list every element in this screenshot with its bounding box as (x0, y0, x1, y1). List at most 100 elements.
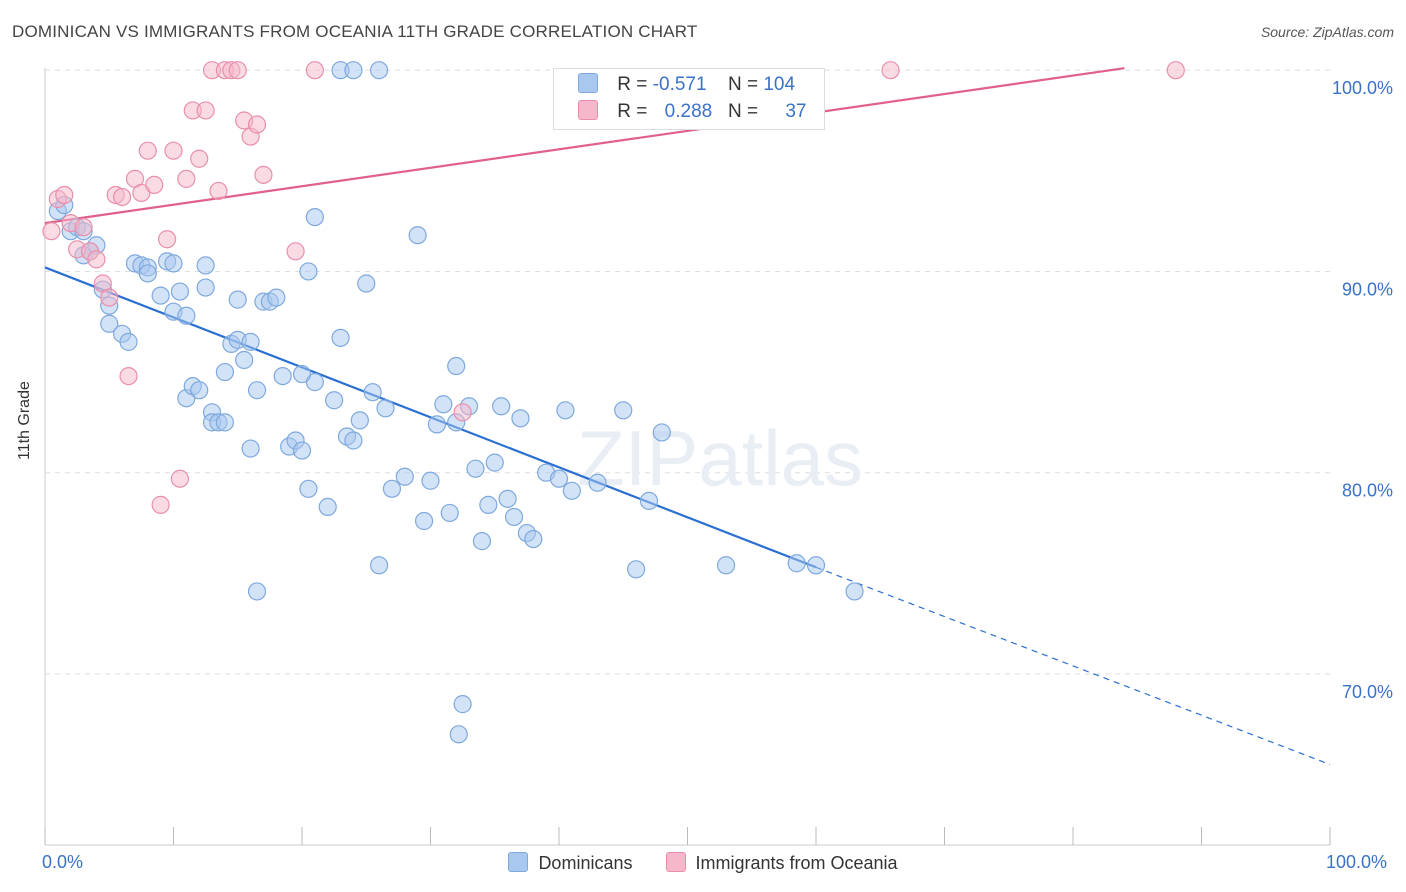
trend-line-extension-0 (815, 566, 1331, 766)
data-point-dominicans (215, 413, 234, 432)
data-point-oceania (55, 185, 74, 205)
data-point-dominicans (498, 489, 517, 508)
data-point-dominicans (588, 473, 607, 492)
data-point-oceania (247, 115, 267, 134)
grid-lines (45, 69, 1330, 675)
axes (44, 68, 1331, 846)
data-point-dominicans (472, 532, 491, 551)
data-point-dominicans (414, 511, 434, 531)
data-point-oceania (151, 495, 170, 514)
data-point-oceania (254, 165, 273, 184)
data-point-dominicans (434, 395, 453, 414)
y-tick-label: 100.0% (1332, 78, 1393, 98)
data-point-dominicans (196, 256, 215, 275)
data-point-dominicans (427, 415, 447, 434)
r-value: 0.288 (664, 101, 713, 122)
data-point-dominicans (511, 409, 530, 428)
data-point-oceania (286, 242, 305, 261)
data-point-oceania (138, 141, 157, 160)
data-point-oceania (190, 149, 209, 168)
data-point-dominicans (215, 362, 234, 382)
data-point-dominicans (652, 423, 671, 442)
data-point-dominicans (639, 491, 659, 510)
data-point-oceania (881, 61, 900, 80)
data-point-dominicans (164, 254, 183, 273)
n-label: N = (727, 74, 759, 95)
data-point-dominicans (196, 278, 215, 297)
data-point-dominicans (241, 439, 260, 458)
data-point-oceania (42, 222, 61, 241)
data-point-dominicans (235, 350, 254, 370)
data-point-dominicans (119, 332, 138, 351)
data-point-oceania (132, 183, 151, 203)
data-point-dominicans (626, 560, 646, 579)
data-point-dominicans (370, 61, 389, 80)
data-point-dominicans (408, 226, 427, 245)
dominicans-swatch (578, 73, 598, 93)
data-point-oceania (119, 366, 138, 386)
data-point-dominicans (100, 314, 119, 333)
data-point-dominicans (479, 495, 498, 514)
data-point-dominicans (395, 467, 414, 486)
x-tick-label-max: 100.0% (1326, 852, 1388, 872)
data-point-oceania (112, 187, 132, 207)
stats-row-oceania: R = 0.288 N = 37 (578, 100, 806, 126)
oceania-swatch (578, 100, 598, 120)
data-point-oceania (453, 403, 472, 422)
y-tick-label: 90.0% (1342, 279, 1393, 299)
data-point-dominicans (190, 381, 209, 400)
data-point-dominicans (562, 481, 581, 500)
data-point-oceania (74, 218, 93, 237)
data-point-dominicans (318, 497, 337, 516)
data-point-dominicans (370, 556, 389, 575)
data-points (42, 61, 1185, 744)
data-point-dominicans (556, 401, 575, 420)
data-point-dominicans (382, 479, 402, 498)
series-legend: Dominicans Immigrants from Oceania (0, 852, 1406, 874)
data-point-dominicans (299, 479, 318, 498)
data-point-dominicans (305, 373, 324, 392)
data-point-oceania (157, 230, 177, 249)
data-point-dominicans (549, 469, 569, 488)
data-point-dominicans (716, 556, 736, 575)
r-label: R = (617, 101, 648, 122)
data-point-dominicans (466, 459, 485, 478)
data-point-dominicans (440, 503, 459, 523)
legend-item-dominicans[interactable]: Dominicans (508, 852, 632, 874)
data-point-oceania (305, 61, 324, 80)
data-point-dominicans (138, 264, 157, 283)
data-point-dominicans (363, 383, 382, 402)
legend-swatch-dominicans (508, 852, 529, 872)
data-point-dominicans (247, 381, 267, 400)
data-point-oceania (177, 169, 196, 188)
legend-label-oceania: Immigrants from Oceania (695, 853, 898, 873)
data-point-dominicans (247, 582, 267, 601)
data-point-oceania (170, 469, 190, 488)
data-point-oceania (100, 288, 119, 307)
data-point-dominicans (292, 364, 312, 384)
data-point-dominicans (357, 274, 376, 293)
data-point-dominicans (273, 366, 292, 386)
data-point-oceania (196, 101, 215, 120)
n-value: 37 (785, 101, 807, 122)
n-value: 104 (763, 74, 796, 95)
data-point-dominicans (504, 507, 524, 527)
y-tick-label: 70.0% (1342, 682, 1393, 702)
data-point-oceania (164, 141, 183, 160)
data-point-dominicans (344, 431, 363, 450)
data-point-oceania (209, 181, 228, 201)
data-point-oceania (145, 175, 164, 194)
data-point-dominicans (449, 725, 468, 744)
data-point-dominicans (344, 61, 363, 80)
data-point-dominicans (177, 306, 196, 325)
r-label: R = (617, 74, 648, 95)
n-label: N = (727, 101, 759, 122)
legend-item-oceania[interactable]: Immigrants from Oceania (665, 852, 898, 874)
data-point-dominicans (305, 208, 324, 227)
y-tick-labels: 70.0% 80.0% 90.0% 100.0% (1332, 78, 1393, 702)
data-point-dominicans (524, 529, 543, 549)
data-point-dominicans (787, 554, 806, 573)
data-point-dominicans (350, 411, 369, 430)
data-point-dominicans (325, 391, 344, 410)
